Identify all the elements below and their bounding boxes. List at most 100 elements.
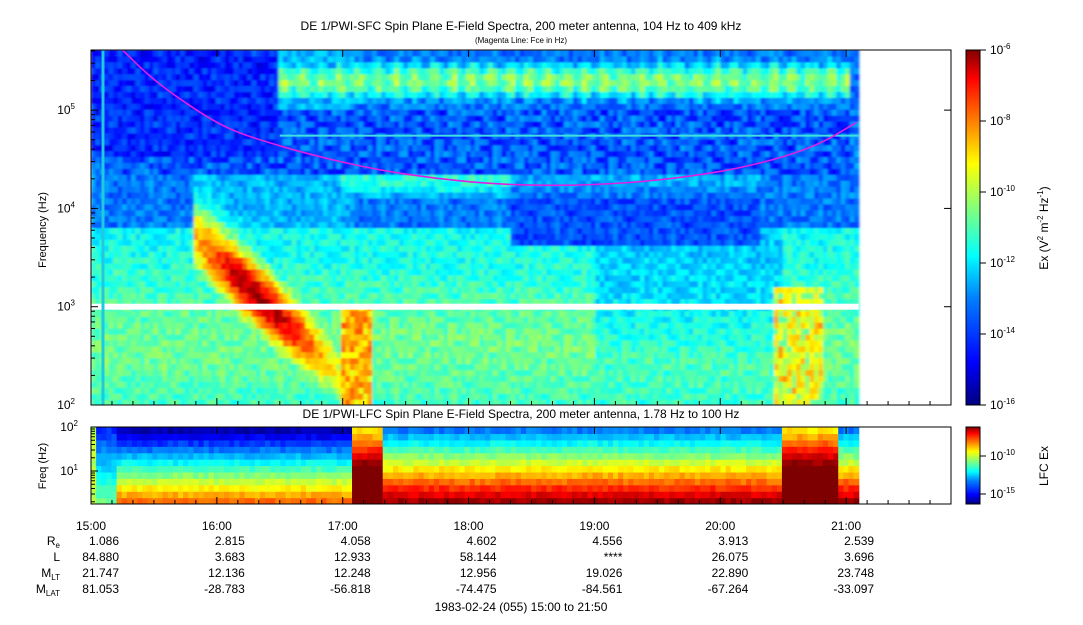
top-heat-cell (247, 257, 253, 264)
top-heat-cell (381, 55, 387, 63)
top-heat-cell (198, 97, 204, 104)
top-heat-cell (300, 168, 306, 175)
top-heat-cell (336, 186, 342, 193)
top-heat-cell (340, 197, 347, 205)
top-heat-cell (140, 109, 146, 116)
top-heat-cell (108, 168, 114, 175)
top-heat-cell (238, 339, 244, 347)
top-heat-cell (215, 221, 222, 229)
top-heat-cell (421, 257, 427, 264)
top-heat-cell (305, 268, 311, 276)
top-heat-cell (108, 192, 114, 199)
top-heat-cell (421, 61, 427, 69)
top-heat-cell (157, 126, 164, 134)
top-heat-cell (162, 209, 168, 217)
top-heat-cell (211, 197, 217, 205)
top-heat-cell (300, 351, 306, 359)
top-heat-cell (247, 126, 253, 134)
top-heat-cell (157, 345, 164, 353)
top-heat-cell (113, 268, 119, 276)
top-heat-cell (434, 393, 440, 400)
top-heat-cell (434, 369, 440, 377)
top-heat-cell (305, 251, 311, 258)
top-heat-cell (149, 251, 155, 258)
top-heat-cell (425, 227, 431, 235)
top-heat-cell (175, 174, 181, 181)
top-heat-cell (403, 203, 409, 211)
top-heat-cell (175, 79, 181, 87)
top-heat-cell (291, 375, 297, 382)
top-heat-cell (220, 339, 226, 347)
top-heat-cell (381, 221, 387, 229)
top-heat-cell (233, 209, 239, 217)
top-heat-cell (291, 310, 297, 317)
top-heat-cell (327, 316, 333, 323)
top-heat-cell (363, 328, 369, 335)
top-heat-cell (430, 286, 436, 294)
top-heat-cell (135, 186, 141, 193)
top-heat-cell (439, 109, 445, 116)
top-heat-cell (229, 67, 235, 75)
top-heat-cell (260, 298, 266, 306)
top-heat-cell (140, 292, 146, 300)
top-heat-cell (149, 61, 155, 69)
top-heat-cell (193, 215, 199, 223)
top-heat-cell (131, 121, 137, 128)
top-heat-cell (349, 174, 355, 181)
top-heat-cell (358, 375, 364, 382)
top-heat-cell (251, 197, 257, 205)
top-heat-cell (282, 268, 288, 276)
top-heat-cell (376, 85, 382, 93)
top-heat-cell (144, 363, 150, 371)
top-heat-cell (296, 286, 302, 294)
top-heat-cell (358, 61, 364, 69)
top-heat-cell (269, 357, 275, 365)
top-heat-cell (126, 73, 132, 81)
top-heat-cell (113, 126, 119, 134)
top-heat-cell (269, 192, 275, 199)
top-heat-cell (274, 292, 280, 300)
top-heat-cell (229, 345, 235, 353)
top-heat-cell (157, 292, 164, 300)
top-heat-cell (153, 263, 159, 270)
top-heat-cell (291, 168, 297, 175)
top-heat-cell (171, 138, 177, 146)
top-heat-cell (323, 162, 329, 169)
top-heat-cell (224, 79, 230, 87)
top-heat-cell (430, 280, 436, 288)
top-heat-cell (229, 292, 235, 300)
top-heat-cell (117, 209, 123, 217)
top-heat-cell (135, 345, 141, 353)
top-heat-cell (117, 298, 123, 306)
top-heat-cell (430, 251, 436, 258)
top-heat-cell (300, 144, 306, 152)
top-heat-cell (95, 245, 101, 252)
top-heat-cell (314, 369, 320, 377)
top-heat-cell (175, 227, 181, 235)
top-heat-cell (398, 67, 405, 75)
top-heat-cell (229, 150, 235, 158)
top-heat-cell (358, 168, 364, 175)
top-heat-cell (157, 85, 164, 93)
top-heat-cell (193, 387, 199, 394)
top-heat-cell (157, 227, 164, 235)
top-heat-cell (193, 351, 199, 359)
top-heat-cell (193, 274, 199, 282)
top-heat-cell (407, 85, 413, 93)
top-heat-cell (269, 239, 275, 246)
top-heat-cell (233, 103, 239, 110)
top-heat-cell (149, 186, 155, 193)
top-heat-cell (376, 221, 382, 229)
top-heat-cell (251, 85, 257, 93)
top-heat-cell (403, 268, 409, 276)
top-heat-cell (282, 239, 288, 246)
top-heat-cell (247, 209, 253, 217)
top-heat-cell (291, 50, 297, 57)
top-heat-cell (104, 50, 110, 57)
top-heat-cell (242, 197, 248, 205)
top-heat-cell (457, 322, 463, 329)
top-heat-cell (122, 197, 128, 205)
top-heat-cell (332, 245, 338, 252)
top-heat-cell (439, 292, 445, 300)
top-heat-cell (354, 180, 360, 187)
